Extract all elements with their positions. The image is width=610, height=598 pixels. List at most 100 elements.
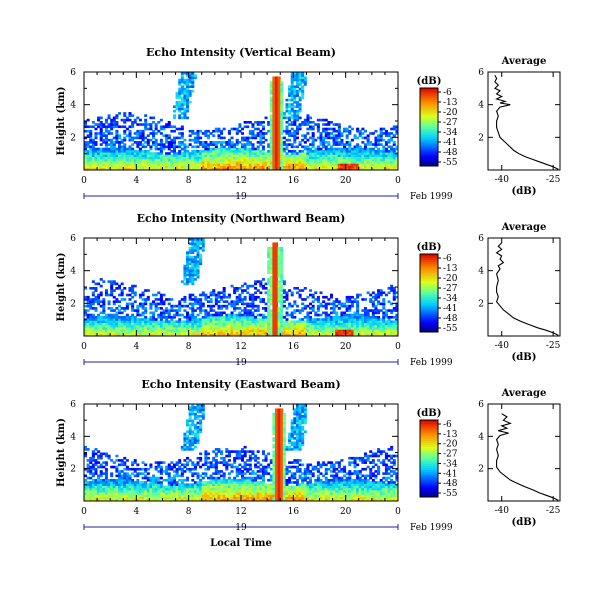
heatmap-cell [91, 138, 95, 142]
heatmap-cell [172, 309, 176, 312]
heatmap-cell [379, 320, 383, 324]
heatmap-cell [277, 333, 281, 337]
heatmap-cell [118, 472, 122, 475]
heatmap-cell [175, 165, 179, 169]
heatmap-cell [343, 165, 347, 169]
heatmap-cell [324, 307, 328, 310]
heatmap-cell [332, 315, 336, 319]
heatmap-cell [366, 152, 370, 155]
heatmap-cell [322, 145, 326, 149]
heatmap-cell [102, 485, 106, 489]
heatmap-cell [157, 121, 161, 124]
heatmap-cell [280, 161, 284, 164]
average-y-tick-label: 2 [478, 299, 484, 309]
heatmap-cell [390, 284, 394, 288]
heatmap-cell [363, 322, 367, 326]
heatmap-cell [269, 129, 273, 133]
heatmap-cell [335, 304, 339, 308]
heatmap-cell [246, 121, 250, 124]
heatmap-cell [89, 138, 93, 142]
heatmap-cell [102, 132, 106, 135]
heatmap-cell [186, 163, 190, 166]
heatmap-cell [390, 327, 394, 330]
heatmap-cell [241, 291, 245, 295]
heatmap-cell [225, 163, 229, 166]
heatmap-cell [128, 318, 132, 321]
heatmap-cell [220, 152, 224, 155]
heatmap-cell [86, 487, 90, 491]
heatmap-cell [91, 459, 95, 462]
heatmap-cell [248, 167, 252, 171]
heatmap-cell [193, 145, 197, 149]
heatmap-cell [280, 92, 284, 95]
heatmap-cell [243, 324, 247, 328]
heatmap-cell [159, 489, 163, 493]
heatmap-cell [277, 112, 281, 115]
heatmap-cell [285, 293, 289, 297]
heatmap-cell [115, 114, 119, 117]
heatmap-cell [201, 320, 205, 324]
heatmap-cell [290, 320, 294, 324]
heatmap-cell [387, 320, 391, 324]
heatmap-cell [269, 322, 273, 326]
colorbar-tick-label: -48 [443, 148, 458, 158]
heatmap-cell [363, 311, 367, 315]
heatmap-cell [120, 145, 124, 149]
heatmap-cell [390, 167, 394, 171]
heatmap-cell [377, 167, 381, 171]
heatmap-cell [356, 147, 360, 151]
heatmap-cell [99, 143, 103, 146]
heatmap-cell [390, 165, 394, 169]
heatmap-cell [172, 154, 176, 158]
heatmap-cell [275, 295, 279, 299]
heatmap-cell [324, 134, 328, 137]
heatmap-cell [204, 134, 208, 137]
heatmap-cell [222, 141, 226, 144]
heatmap-cell [248, 143, 252, 146]
heatmap-cell [91, 143, 95, 146]
heatmap-cell [301, 331, 305, 335]
heatmap-cell [170, 154, 174, 158]
heatmap-cell [298, 152, 302, 155]
heatmap-cell [340, 320, 344, 324]
heatmap-cell [324, 118, 328, 122]
heatmap-cell [230, 152, 234, 155]
heatmap-cell [172, 327, 176, 330]
heatmap-cell [280, 333, 284, 337]
heatmap-cell [133, 315, 137, 319]
heatmap-cell [183, 138, 187, 142]
colorbar: (dB)-6-13-20-27-34-41-48-55 [417, 76, 458, 168]
heatmap-cell [193, 333, 197, 337]
heatmap-cell [193, 74, 197, 77]
heatmap-cell [264, 291, 268, 295]
heatmap-cell [324, 318, 328, 321]
heatmap-cell [149, 489, 153, 493]
heatmap-cell [238, 311, 242, 315]
heatmap-cell [395, 320, 399, 324]
heatmap-cell [282, 114, 286, 117]
heatmap-cell [350, 161, 354, 164]
heatmap-cell [136, 309, 140, 312]
heatmap-cell [99, 152, 103, 155]
heatmap-cell [91, 287, 95, 290]
heatmap-cell [314, 156, 318, 160]
heatmap-cell [206, 311, 210, 315]
heatmap-cell [131, 125, 135, 129]
heatmap-cell [191, 260, 195, 263]
heatmap-cell [350, 300, 354, 303]
heatmap-cell [84, 309, 88, 312]
heatmap-cell [191, 266, 195, 270]
heatmap-cell [337, 158, 341, 162]
heatmap-cell [199, 143, 203, 146]
heatmap-cell [138, 118, 142, 122]
heatmap-cell [84, 485, 88, 489]
heatmap-cell [337, 320, 341, 324]
heatmap-cell [128, 136, 132, 140]
heatmap-cell [295, 324, 299, 328]
heatmap-cell [282, 333, 286, 337]
heatmap-cell [256, 295, 260, 299]
heatmap-cell [319, 141, 323, 144]
heatmap-cell [84, 496, 88, 500]
colorbar-segment [420, 164, 438, 167]
heatmap-cell [89, 467, 93, 471]
